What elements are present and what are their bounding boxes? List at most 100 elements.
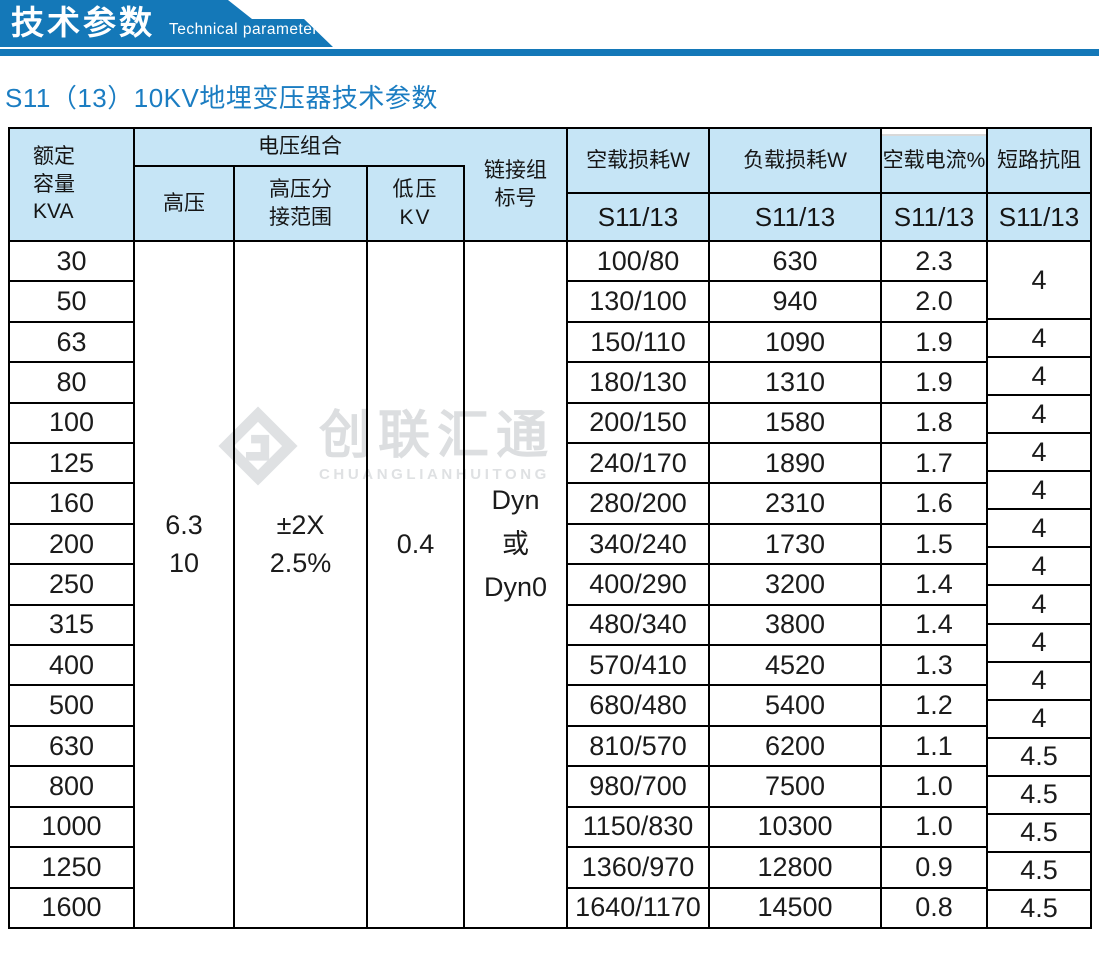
impedance-cell: 4.5 xyxy=(988,739,1090,777)
noload-loss-cell: 200/150 xyxy=(568,404,708,445)
capacity-cell: 1600 xyxy=(41,892,102,923)
column-connection: 链接组 标号 Dyn 或 Dyn0 xyxy=(465,129,568,927)
load-loss-cell: 630 xyxy=(710,242,880,283)
header-hv: 高压 xyxy=(135,167,233,242)
load-loss-cell: 4520 xyxy=(710,646,880,687)
capacity-cell: 400 xyxy=(10,646,133,687)
noload-loss-cell: 150/110 xyxy=(568,323,708,364)
column-noload-loss: 空载损耗W S11/13 100/80 130/100 150/110 180/130… xyxy=(568,129,710,927)
capacity-cell: 315 xyxy=(10,606,133,647)
header-hv-tap: 高压分 接范围 xyxy=(235,167,366,242)
noload-current-cell: 1.4 xyxy=(882,565,986,606)
hv-tap-value-line: 2.5% xyxy=(269,547,332,578)
header-voltage-group: 电压组合 xyxy=(135,129,465,167)
load-loss-cell: 1580 xyxy=(710,404,880,445)
noload-loss-cell: 280/200 xyxy=(568,484,708,525)
header-impedance: 短路抗阻 xyxy=(988,129,1090,194)
noload-loss-cell: 980/700 xyxy=(568,767,708,808)
noload-loss-cells: 100/80 130/100 150/110 180/130 200/150 240/17… xyxy=(568,242,708,927)
impedance-cell: 4.5 xyxy=(1020,893,1058,924)
noload-current-cell: 2.0 xyxy=(882,282,986,323)
noload-loss-cell: 1150/830 xyxy=(568,808,708,849)
load-loss-cell: 3200 xyxy=(710,565,880,606)
subheader-noload-current-series: S11/13 xyxy=(882,194,986,242)
impedance-cell: 4 xyxy=(988,472,1090,511)
header-hv-tap-line: 接范围 xyxy=(269,205,332,229)
load-loss-cells: 630 940 1090 1310 1580 1890 2310 1730 3200 3800 45… xyxy=(710,242,880,927)
capacity-cell: 500 xyxy=(10,686,133,727)
capacity-cell: 630 xyxy=(10,727,133,768)
load-loss-cell: 2310 xyxy=(710,484,880,525)
capacity-cell: 80 xyxy=(10,363,133,404)
header-lv-line: 低压 xyxy=(392,177,439,201)
impedance-cell: 4.5 xyxy=(988,853,1090,891)
capacity-cell: 30 xyxy=(10,242,133,283)
load-loss-cell: 1310 xyxy=(710,363,880,404)
header-capacity-line: 额定 xyxy=(33,144,75,168)
load-loss-cell: 940 xyxy=(710,282,880,323)
connection-value-line: 或 xyxy=(502,528,529,559)
subheader-noload-loss-series: S11/13 xyxy=(568,194,708,242)
capacity-cell: 1250 xyxy=(10,848,133,889)
connection-merged-cell: Dyn 或 Dyn0 xyxy=(465,242,566,927)
lv-value: 0.4 xyxy=(396,528,435,559)
noload-loss-cell: 1360/970 xyxy=(568,848,708,889)
banner-title-zh: 技术参数 xyxy=(11,4,155,41)
header-load-loss: 负载损耗W xyxy=(710,129,880,194)
capacity-cell: 250 xyxy=(10,565,133,606)
impedance-cell: 4 xyxy=(988,701,1090,739)
column-noload-current: 空载电流% S11/13 2.3 2.0 1.9 1.9 1.8 1.7 1.6 1.5 1.4… xyxy=(882,129,988,927)
header-capacity-line: 容量 xyxy=(33,172,75,196)
load-loss-cell: 6200 xyxy=(710,727,880,768)
noload-loss-cell: 100/80 xyxy=(568,242,708,283)
voltage-subcolumns: 高压 6.3 10 高压分 接范围 ±2X 2.5% xyxy=(135,167,465,927)
noload-current-cell: 1.9 xyxy=(882,363,986,404)
capacity-cell: 1000 xyxy=(10,808,133,849)
noload-loss-cell: 340/240 xyxy=(568,525,708,566)
noload-loss-cell: 400/290 xyxy=(568,565,708,606)
noload-loss-cell: 240/170 xyxy=(568,444,708,485)
load-loss-cell: 5400 xyxy=(710,686,880,727)
capacity-cell: 200 xyxy=(10,525,133,566)
noload-loss-cell: 810/570 xyxy=(568,727,708,768)
column-hv-tap: 高压分 接范围 ±2X 2.5% xyxy=(235,167,368,927)
noload-current-cell: 1.1 xyxy=(882,727,986,768)
header-lv-line: KV xyxy=(399,205,432,229)
load-loss-cell: 3800 xyxy=(710,606,880,647)
capacity-cell: 800 xyxy=(10,767,133,808)
hv-tap-merged-cell: ±2X 2.5% xyxy=(235,242,366,927)
capacity-cells: 30 50 63 80 100 125 160 200 250 315 400 500 630 800 10… xyxy=(10,242,133,927)
noload-current-cells: 2.3 2.0 1.9 1.9 1.8 1.7 1.6 1.5 1.4 1.4 1.3 1.2 1.1 1… xyxy=(882,242,986,927)
impedance-cell: 4 xyxy=(988,434,1090,473)
subheader-load-loss-series: S11/13 xyxy=(710,194,880,242)
column-hv: 高压 6.3 10 xyxy=(135,167,235,927)
capacity-cell: 160 xyxy=(10,484,133,525)
banner: 技术参数 Technical parameter xyxy=(0,0,333,47)
impedance-cell: 4 xyxy=(988,625,1090,663)
hv-value-line: 6.3 xyxy=(165,509,203,540)
banner-title-en: Technical parameter xyxy=(169,21,319,38)
load-loss-cell: 12800 xyxy=(710,848,880,889)
capacity-cell: 125 xyxy=(10,444,133,485)
noload-current-cell: 2.3 xyxy=(882,242,986,283)
header-connection-line: 链接组 xyxy=(484,158,547,182)
noload-loss-cell: 680/480 xyxy=(568,686,708,727)
column-capacity: 额定 容量 KVA 30 50 63 80 100 125 160 200 250 315 400 5… xyxy=(10,129,135,927)
hv-tap-value-line: ±2X xyxy=(276,509,325,540)
capacity-cell: 63 xyxy=(10,323,133,364)
parameters-table: 创联汇通 CHUANGLIANHUITONG 额定 容量 KVA 30 50 63 8… xyxy=(8,127,1092,929)
impedance-cell: 4 xyxy=(988,396,1090,435)
header-noload-current: 空载电流% xyxy=(882,129,986,194)
header-noload-loss: 空载损耗W xyxy=(568,129,708,194)
column-impedance: 短路抗阻 S11/13 4 4 4 4 4 4 4 4 4 4 4 4 4.5 4.5 4.5 4.5 4.5 xyxy=(988,129,1090,927)
hv-merged-cell: 6.3 10 xyxy=(135,242,233,927)
load-loss-cell: 1090 xyxy=(710,323,880,364)
load-loss-cell: 1890 xyxy=(710,444,880,485)
impedance-cell: 4 xyxy=(988,242,1090,320)
noload-current-cell: 1.9 xyxy=(882,323,986,364)
noload-current-cell: 0.8 xyxy=(915,892,953,923)
noload-current-cell: 1.4 xyxy=(882,606,986,647)
header-hv-tap-line: 高压分 xyxy=(269,177,332,201)
column-load-loss: 负载损耗W S11/13 630 940 1090 1310 1580 1890 2310 1… xyxy=(710,129,882,927)
table-grid: 额定 容量 KVA 30 50 63 80 100 125 160 200 250 315 400 5… xyxy=(10,129,1090,927)
